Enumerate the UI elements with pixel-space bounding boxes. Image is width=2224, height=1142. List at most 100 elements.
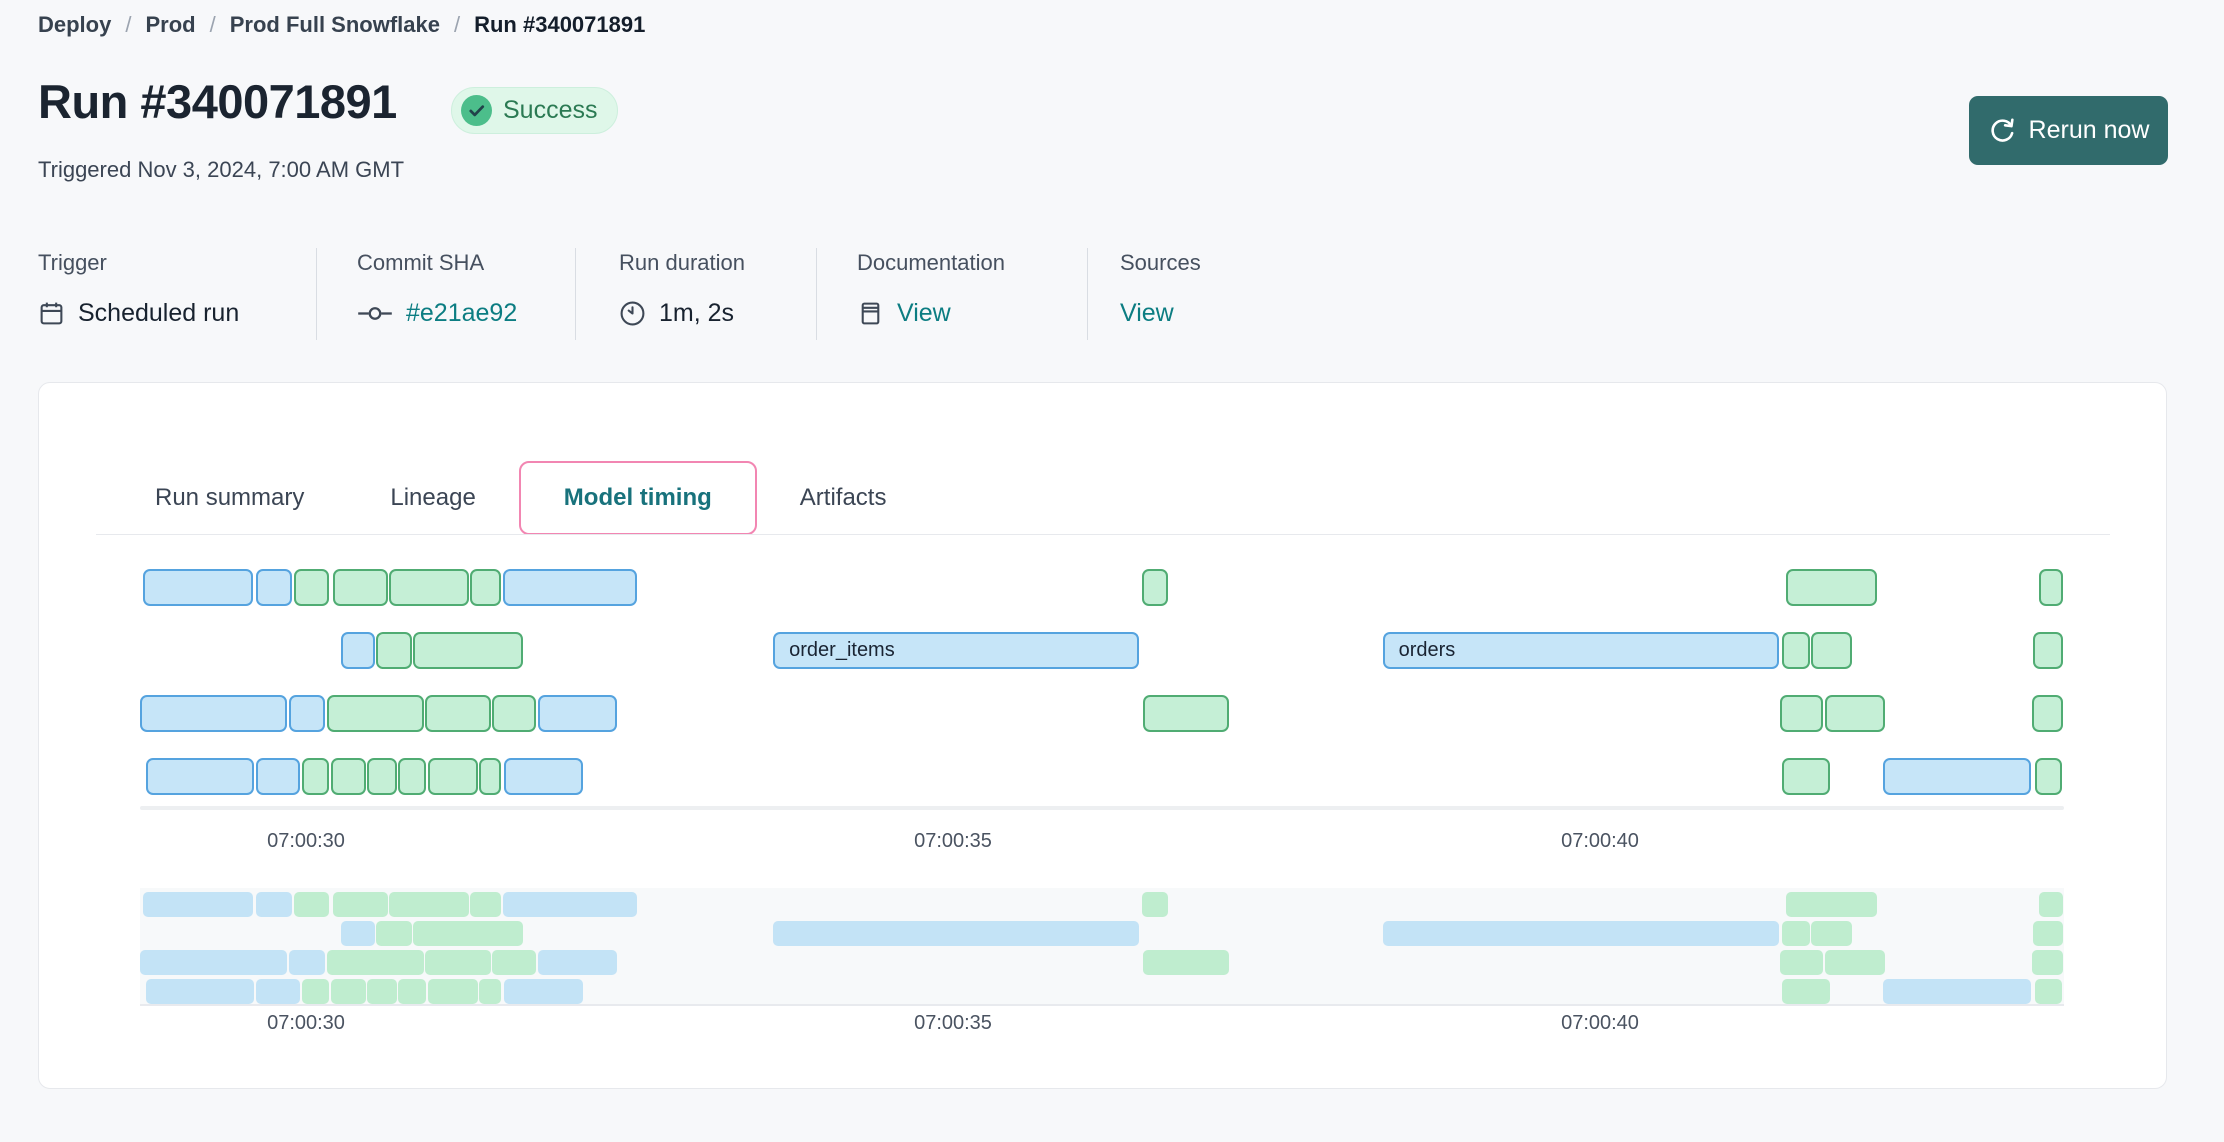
timing-bar[interactable] <box>375 632 413 669</box>
breadcrumb-item-run: Run #340071891 <box>474 12 646 37</box>
overview-bar <box>479 979 502 1004</box>
overview-bar <box>1810 921 1853 946</box>
timing-bar[interactable] <box>366 758 397 795</box>
timing-bar[interactable] <box>1883 758 2031 795</box>
breadcrumb-item-deploy[interactable]: Deploy <box>38 12 112 37</box>
timing-bar[interactable] <box>326 695 424 732</box>
timing-bar[interactable] <box>302 758 330 795</box>
timing-bar[interactable] <box>502 569 638 606</box>
rerun-button-label: Rerun now <box>2028 116 2150 144</box>
run-duration-value: 1m, 2s <box>659 298 735 327</box>
overview-bar <box>1883 979 2031 1004</box>
timing-bar-orders[interactable]: orders <box>1382 632 1779 669</box>
tab-run-summary[interactable]: Run summary <box>112 461 347 535</box>
meta-label-trigger: Trigger <box>38 250 107 275</box>
timing-bar[interactable] <box>1786 569 1877 606</box>
overview-bar <box>427 979 479 1004</box>
meta-divider <box>316 248 317 340</box>
overview-bar <box>142 892 253 917</box>
time-tick-label: 07:00:40 <box>1561 1012 1639 1034</box>
timing-bar-order_items[interactable]: order_items <box>773 632 1140 669</box>
timing-bar[interactable] <box>413 632 524 669</box>
overview-bar <box>1143 950 1229 975</box>
overview-bar <box>1779 950 1823 975</box>
timing-bar[interactable] <box>1779 695 1823 732</box>
time-tick-label: 07:00:30 <box>267 830 345 852</box>
sources-view-link[interactable]: View <box>1120 298 1174 327</box>
timing-bar[interactable] <box>425 695 492 732</box>
timing-bar[interactable] <box>255 758 300 795</box>
meta-divider <box>816 248 817 340</box>
timing-bar[interactable] <box>427 758 479 795</box>
overview-bar <box>145 979 255 1004</box>
timing-bar[interactable] <box>1810 632 1853 669</box>
timing-bar[interactable] <box>255 569 292 606</box>
timing-bar[interactable] <box>503 758 583 795</box>
timing-bar[interactable] <box>1782 758 1831 795</box>
breadcrumb-separator: / <box>209 12 216 37</box>
meta-label-run-duration: Run duration <box>619 250 745 275</box>
overview-bar <box>340 921 375 946</box>
timing-bar[interactable] <box>1782 632 1810 669</box>
overview-bar <box>366 979 397 1004</box>
timing-bar[interactable] <box>470 569 502 606</box>
meta-value-sources[interactable]: View <box>1120 294 1174 332</box>
timing-bar[interactable] <box>330 758 366 795</box>
breadcrumb: Deploy / Prod / Prod Full Snowflake / Ru… <box>38 12 645 38</box>
overview-bar <box>413 921 524 946</box>
overview-bar <box>470 892 502 917</box>
page-title: Run #340071891 <box>38 75 397 128</box>
timing-bar[interactable] <box>388 569 470 606</box>
breadcrumb-item-job[interactable]: Prod Full Snowflake <box>229 12 440 37</box>
overview-bar <box>255 892 292 917</box>
timing-bar[interactable] <box>294 569 330 606</box>
overview-bar <box>302 979 330 1004</box>
meta-label-documentation: Documentation <box>857 250 1005 275</box>
tab-model-timing[interactable]: Model timing <box>518 461 757 535</box>
overview-bar <box>502 892 638 917</box>
timing-bar[interactable] <box>479 758 502 795</box>
documentation-view-link[interactable]: View <box>897 298 951 327</box>
timing-bar[interactable] <box>145 758 255 795</box>
overview-bar <box>425 950 492 975</box>
timing-bar[interactable] <box>1143 695 1229 732</box>
overview-bar <box>2033 921 2064 946</box>
timing-bar[interactable] <box>537 695 617 732</box>
clock-icon <box>619 300 646 327</box>
meta-value-documentation[interactable]: View <box>857 294 951 332</box>
commit-sha-link[interactable]: #e21ae92 <box>406 298 518 327</box>
commit-icon <box>357 303 393 324</box>
timing-bar[interactable] <box>1825 695 1885 732</box>
breadcrumb-item-prod[interactable]: Prod <box>145 12 196 37</box>
meta-value-commit-sha[interactable]: #e21ae92 <box>357 294 517 332</box>
status-badge-label: Success <box>503 96 598 124</box>
timing-bar[interactable] <box>140 695 287 732</box>
timing-bar[interactable] <box>2038 569 2064 606</box>
timing-bar[interactable] <box>2034 758 2062 795</box>
overview-bar <box>388 892 470 917</box>
overview-bar <box>537 950 617 975</box>
timing-bar[interactable] <box>2032 695 2064 732</box>
timing-bar[interactable] <box>142 569 253 606</box>
gantt-overview-brush[interactable] <box>140 888 2064 1006</box>
timing-bar[interactable] <box>492 695 537 732</box>
timing-bar[interactable] <box>340 632 375 669</box>
rerun-now-button[interactable]: Rerun now <box>1969 96 2168 165</box>
overview-bar <box>2034 979 2062 1004</box>
timing-bar[interactable] <box>333 569 388 606</box>
timing-bar[interactable] <box>1141 569 1168 606</box>
time-tick-label: 07:00:35 <box>914 830 992 852</box>
overview-bar <box>773 921 1140 946</box>
overview-bar <box>289 950 326 975</box>
time-tick-label: 07:00:30 <box>267 1012 345 1034</box>
tab-lineage[interactable]: Lineage <box>347 461 518 535</box>
overview-bar <box>330 979 366 1004</box>
status-badge: Success <box>451 87 619 134</box>
timing-bar[interactable] <box>2033 632 2064 669</box>
timing-bar[interactable] <box>289 695 326 732</box>
timing-bar[interactable] <box>397 758 427 795</box>
meta-divider <box>575 248 576 340</box>
overview-bar <box>333 892 388 917</box>
tab-artifacts[interactable]: Artifacts <box>757 461 930 535</box>
